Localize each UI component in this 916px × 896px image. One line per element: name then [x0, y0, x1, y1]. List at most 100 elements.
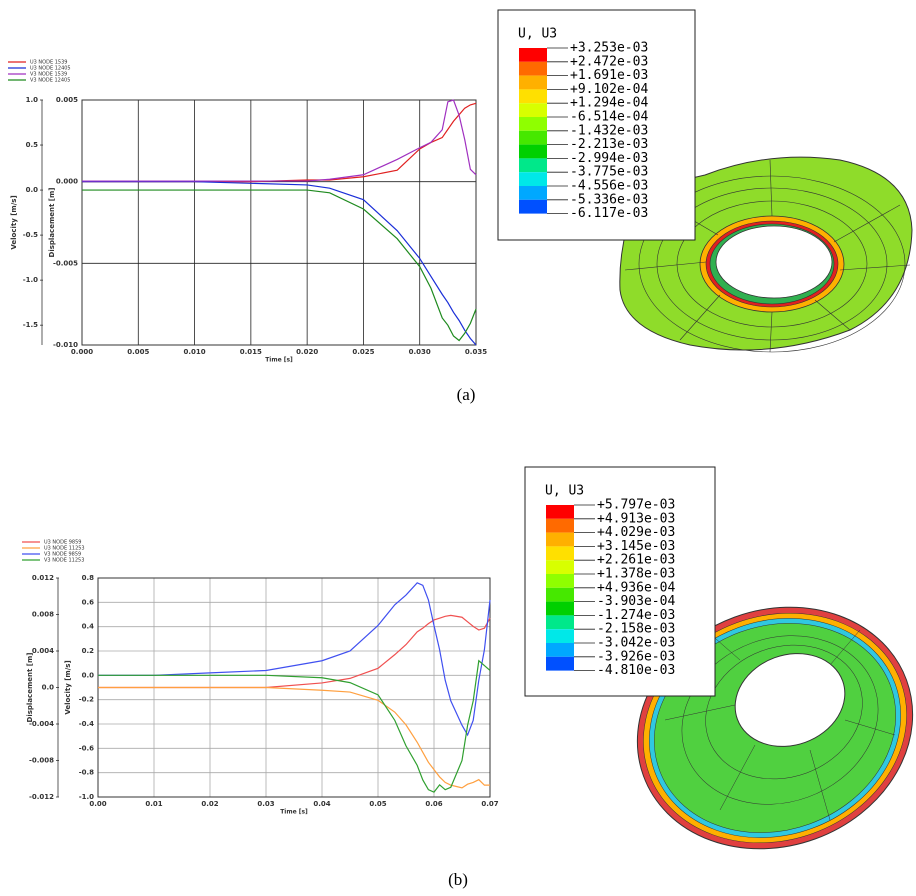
color-band [519, 103, 547, 117]
contour-label: -4.556e-03 [570, 179, 648, 194]
figure: (a) (b) 0.000 0.005 0.010 0.015 0.020 0.025 0.… [0, 0, 916, 896]
x-tick-label: 0.05 [369, 800, 386, 808]
x-tick-label: 0.000 [71, 348, 93, 356]
x-tick-label: 0.06 [425, 800, 442, 808]
color-band [546, 657, 574, 671]
y-tick-label: 0.8 [82, 574, 95, 582]
plot-frame [82, 100, 476, 345]
color-band [546, 602, 574, 616]
caption: (a) [457, 385, 476, 404]
x-tick-label: 0.005 [127, 348, 149, 356]
contour-label: +3.253e-03 [570, 41, 648, 56]
contour-label: +4.913e-03 [597, 511, 675, 526]
color-band [519, 172, 547, 186]
x-axis-label: Time [s] [280, 809, 308, 816]
contour-label: -5.336e-03 [570, 192, 648, 207]
color-band [546, 533, 574, 547]
contour-label: -3.903e-04 [597, 594, 675, 609]
contour-label: +4.936e-04 [597, 580, 675, 595]
color-band [546, 505, 574, 519]
x-tick-label: 0.07 [481, 800, 498, 808]
legend-label: V3 NODE 11253 [44, 558, 84, 564]
color-band [519, 158, 547, 172]
data-line [82, 190, 476, 340]
contour-label: -1.274e-03 [597, 608, 675, 623]
data-line [98, 583, 490, 735]
y-tick-label: 0.000 [56, 178, 78, 186]
x-tick-label: 0.020 [296, 348, 318, 356]
y2-tick-label: 0.012 [32, 574, 54, 582]
y2-tick-label: 0.0 [26, 186, 39, 194]
color-band [519, 186, 547, 200]
contour-label: -2.158e-03 [597, 622, 675, 637]
color-band [546, 643, 574, 657]
contour-label: +2.472e-03 [570, 54, 648, 69]
x-tick-label: 0.010 [183, 348, 205, 356]
y-tick-label: -0.010 [53, 341, 78, 349]
contour-label: +9.102e-04 [570, 82, 648, 97]
contour-label: +2.261e-03 [597, 553, 675, 568]
contour-label: +1.294e-04 [570, 96, 648, 111]
contour-label: +3.145e-03 [597, 539, 675, 554]
legend-label: V3 NODE 12405 [30, 78, 70, 84]
contour-label: -3.775e-03 [570, 165, 648, 180]
color-band [519, 62, 547, 76]
x-tick-label: 0.025 [352, 348, 374, 356]
y-tick-label: 0.005 [56, 96, 78, 104]
y2-tick-label: 0.008 [32, 611, 54, 619]
y-tick-label: 0.4 [82, 623, 95, 631]
color-band [519, 76, 547, 90]
color-band [546, 519, 574, 533]
caption: (b) [448, 870, 468, 889]
y-tick-label: -0.4 [79, 720, 94, 728]
x-tick-label: 0.030 [409, 348, 431, 356]
y-tick-label: -1.0 [79, 793, 94, 801]
y2-axis-label: Velocity [m/s] [10, 195, 18, 249]
y-tick-label: 0.0 [82, 671, 95, 679]
y-tick-label: -0.8 [79, 769, 94, 777]
y2-tick-label: 1.0 [26, 96, 39, 104]
color-band [546, 588, 574, 602]
y-axis-label: Velocity [m/s] [64, 660, 72, 714]
data-line [82, 100, 476, 181]
contour-label: -6.117e-03 [570, 206, 648, 221]
contour-label: -3.042e-03 [597, 636, 675, 651]
contour-label: -2.994e-03 [570, 151, 648, 166]
x-tick-label: 0.03 [257, 800, 274, 808]
y2-tick-label: -0.5 [23, 231, 38, 239]
color-band [519, 200, 547, 214]
x-tick-label: 0.02 [201, 800, 218, 808]
x-axis-label: Time [s] [265, 357, 293, 364]
x-tick-label: 0.04 [313, 800, 330, 808]
color-band [519, 131, 547, 145]
y2-tick-label: -1.0 [23, 276, 38, 284]
y2-tick-label: 0.5 [26, 141, 39, 149]
contour-label: +5.797e-03 [597, 498, 675, 513]
color-band [546, 560, 574, 574]
y-tick-label: -0.2 [79, 696, 94, 704]
y2-tick-label: 0.0 [42, 684, 55, 692]
color-band [519, 48, 547, 62]
y2-tick-label: 0.004 [32, 647, 54, 655]
y-tick-label: 0.6 [82, 598, 95, 606]
contour-label: -3.926e-03 [597, 649, 675, 664]
contour-label: +1.378e-03 [597, 567, 675, 582]
x-tick-label: 0.015 [240, 348, 262, 356]
y-tick-label: -0.6 [79, 744, 94, 752]
data-line [82, 103, 476, 181]
color-band [546, 546, 574, 560]
contour-label: -6.514e-04 [570, 110, 648, 125]
color-band [519, 89, 547, 103]
color-band [519, 145, 547, 159]
legend-title: U, U3 [518, 27, 557, 42]
x-tick-label: 0.035 [465, 348, 487, 356]
contour-label: -4.810e-03 [597, 663, 675, 678]
y2-axis-label: Displacement [m] [26, 653, 34, 723]
contour-label: +1.691e-03 [570, 68, 648, 83]
legend-title: U, U3 [545, 484, 584, 499]
x-tick-label: 0.01 [145, 800, 162, 808]
color-band [519, 117, 547, 131]
contour-label: -1.432e-03 [570, 123, 648, 138]
